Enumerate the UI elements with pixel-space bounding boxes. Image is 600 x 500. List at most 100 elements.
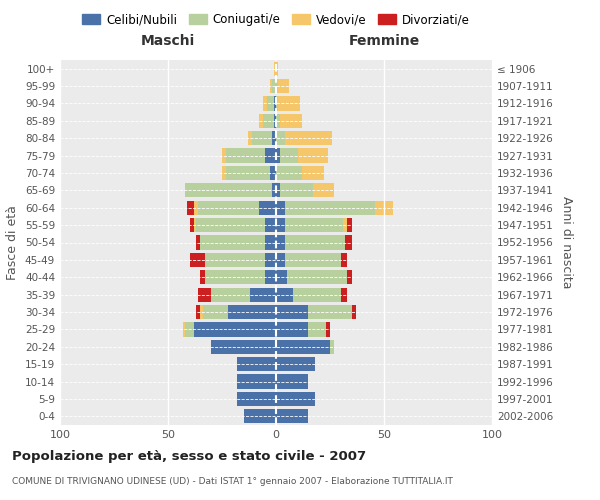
- Bar: [276, 96, 278, 110]
- Bar: [276, 253, 284, 267]
- Bar: [211, 340, 276, 354]
- Legend: Celibi/Nubili, Coniugati/e, Vedovi/e, Divorziati/e: Celibi/Nubili, Coniugati/e, Vedovi/e, Di…: [77, 8, 475, 31]
- Bar: [302, 166, 323, 180]
- Bar: [196, 218, 265, 232]
- Bar: [269, 166, 276, 180]
- Bar: [244, 409, 276, 424]
- Bar: [308, 305, 352, 319]
- Y-axis label: Fasce di età: Fasce di età: [7, 205, 19, 280]
- Bar: [280, 148, 298, 162]
- Bar: [347, 270, 352, 284]
- Text: Femmine: Femmine: [349, 34, 419, 48]
- Bar: [222, 148, 226, 162]
- Bar: [190, 218, 194, 232]
- Bar: [194, 200, 198, 215]
- Bar: [269, 79, 272, 93]
- Bar: [341, 288, 347, 302]
- Bar: [276, 236, 284, 250]
- Bar: [330, 340, 334, 354]
- Bar: [252, 131, 272, 146]
- Bar: [274, 114, 276, 128]
- Text: COMUNE DI TRIVIGNANO UDINESE (UD) - Dati ISTAT 1° gennaio 2007 - Elaborazione TU: COMUNE DI TRIVIGNANO UDINESE (UD) - Dati…: [12, 478, 453, 486]
- Y-axis label: Anni di nascita: Anni di nascita: [560, 196, 573, 289]
- Bar: [263, 96, 268, 110]
- Bar: [265, 148, 276, 162]
- Bar: [308, 322, 326, 336]
- Bar: [278, 79, 289, 93]
- Bar: [284, 236, 345, 250]
- Bar: [276, 288, 293, 302]
- Bar: [276, 322, 308, 336]
- Bar: [198, 288, 211, 302]
- Bar: [341, 253, 347, 267]
- Bar: [287, 270, 347, 284]
- Bar: [250, 288, 276, 302]
- Bar: [276, 166, 302, 180]
- Bar: [259, 200, 276, 215]
- Bar: [263, 114, 274, 128]
- Bar: [278, 96, 300, 110]
- Bar: [229, 305, 276, 319]
- Bar: [196, 305, 200, 319]
- Bar: [274, 62, 276, 76]
- Bar: [194, 218, 196, 232]
- Bar: [313, 183, 334, 198]
- Bar: [205, 253, 265, 267]
- Text: Popolazione per età, sesso e stato civile - 2007: Popolazione per età, sesso e stato civil…: [12, 450, 366, 463]
- Bar: [284, 131, 332, 146]
- Bar: [352, 305, 356, 319]
- Bar: [268, 96, 274, 110]
- Bar: [200, 236, 265, 250]
- Bar: [280, 183, 313, 198]
- Bar: [265, 270, 276, 284]
- Bar: [265, 253, 276, 267]
- Bar: [226, 148, 265, 162]
- Bar: [196, 236, 200, 250]
- Bar: [237, 374, 276, 388]
- Bar: [200, 305, 203, 319]
- Bar: [284, 253, 341, 267]
- Bar: [280, 114, 302, 128]
- Bar: [276, 131, 284, 146]
- Bar: [265, 236, 276, 250]
- Bar: [276, 357, 315, 372]
- Bar: [259, 114, 263, 128]
- Bar: [190, 253, 205, 267]
- Bar: [326, 322, 330, 336]
- Bar: [187, 200, 194, 215]
- Bar: [276, 62, 278, 76]
- Bar: [276, 79, 278, 93]
- Bar: [276, 200, 284, 215]
- Bar: [274, 96, 276, 110]
- Bar: [205, 270, 265, 284]
- Bar: [276, 392, 315, 406]
- Text: Maschi: Maschi: [141, 34, 195, 48]
- Bar: [293, 288, 341, 302]
- Bar: [211, 288, 250, 302]
- Bar: [226, 166, 269, 180]
- Bar: [376, 200, 392, 215]
- Bar: [276, 340, 330, 354]
- Bar: [345, 236, 352, 250]
- Bar: [200, 270, 205, 284]
- Bar: [237, 357, 276, 372]
- Bar: [343, 218, 347, 232]
- Bar: [272, 79, 276, 93]
- Bar: [272, 131, 276, 146]
- Bar: [276, 114, 280, 128]
- Bar: [284, 218, 343, 232]
- Bar: [298, 148, 328, 162]
- Bar: [276, 148, 280, 162]
- Bar: [276, 270, 287, 284]
- Bar: [347, 218, 352, 232]
- Bar: [276, 374, 308, 388]
- Bar: [276, 218, 284, 232]
- Bar: [185, 322, 194, 336]
- Bar: [276, 305, 308, 319]
- Bar: [248, 131, 252, 146]
- Bar: [237, 392, 276, 406]
- Bar: [183, 322, 185, 336]
- Bar: [284, 200, 376, 215]
- Bar: [276, 183, 280, 198]
- Bar: [222, 166, 226, 180]
